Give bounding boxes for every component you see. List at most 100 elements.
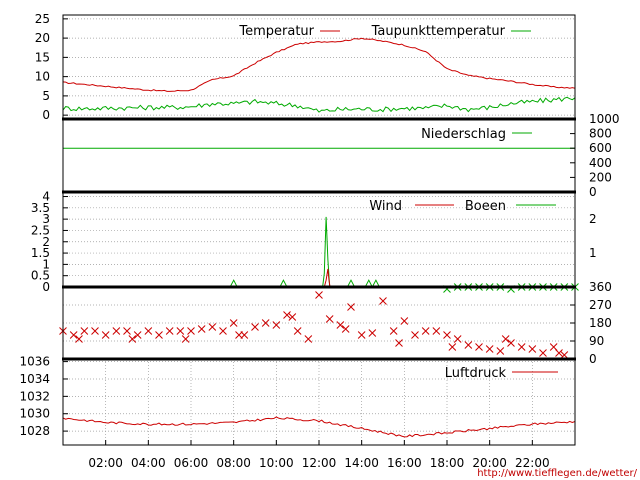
direction-marker bbox=[432, 327, 441, 335]
legend-taupunkt: Taupunkttemperatur bbox=[371, 24, 506, 39]
direction-marker bbox=[229, 319, 238, 327]
direction-marker bbox=[69, 331, 78, 339]
luftdruck-line bbox=[62, 416, 576, 438]
direction-marker bbox=[133, 331, 142, 339]
direction-marker bbox=[501, 335, 510, 343]
x-tick-label: 08:00 bbox=[216, 456, 251, 470]
direction-marker bbox=[251, 323, 259, 331]
precip-ytick-label: 800 bbox=[589, 127, 612, 141]
direction-marker bbox=[379, 297, 387, 305]
direction-ytick-label: 270 bbox=[589, 298, 612, 312]
direction-marker bbox=[507, 339, 515, 347]
direction-marker bbox=[368, 329, 377, 337]
direction-marker bbox=[448, 343, 457, 351]
direction-marker bbox=[357, 331, 366, 339]
x-tick-label: 02:00 bbox=[88, 456, 123, 470]
direction-marker bbox=[485, 345, 494, 353]
x-tick-label: 14:00 bbox=[344, 456, 379, 470]
direction-marker bbox=[304, 335, 313, 343]
direction-marker bbox=[336, 321, 345, 329]
direction-marker bbox=[325, 315, 334, 323]
temperature-ytick-label: 20 bbox=[35, 31, 50, 45]
direction-marker bbox=[496, 347, 505, 355]
direction-marker bbox=[155, 331, 163, 339]
legend-temperatur: Temperatur bbox=[238, 24, 314, 39]
x-tick-label: 10:00 bbox=[259, 456, 294, 470]
direction-marker bbox=[165, 327, 174, 335]
temperature-ytick-label: 15 bbox=[35, 50, 50, 64]
x-tick-label: 18:00 bbox=[430, 456, 465, 470]
wind-ytick-label: 1.5 bbox=[31, 246, 50, 260]
wind-ytick-label: 1 bbox=[42, 257, 50, 271]
direction-marker bbox=[181, 335, 190, 343]
precip-ytick-label: 400 bbox=[589, 156, 612, 170]
direction-marker bbox=[197, 325, 206, 333]
temperature-ytick-label: 5 bbox=[42, 89, 50, 103]
direction-marker bbox=[560, 351, 569, 359]
precip-ytick-label: 600 bbox=[589, 141, 612, 155]
direction-ytick-label: 180 bbox=[589, 316, 612, 330]
wind-y2tick-label: 2 bbox=[589, 212, 597, 226]
pressure-ytick-label: 1028 bbox=[19, 424, 50, 438]
wind-line bbox=[323, 268, 331, 288]
direction-marker bbox=[261, 319, 270, 327]
direction-marker bbox=[219, 327, 227, 335]
wind-ytick-label: 4 bbox=[42, 190, 50, 204]
direction-marker bbox=[528, 345, 537, 353]
direction-marker bbox=[235, 331, 243, 339]
wind-y2tick-label: 1 bbox=[589, 246, 597, 260]
wind-ytick-label: 2 bbox=[42, 235, 50, 249]
direction-marker bbox=[475, 343, 483, 351]
direction-marker bbox=[80, 327, 89, 335]
direction-marker bbox=[341, 325, 350, 333]
source-url: http://www.tiefflegen.de/wetter/ bbox=[477, 468, 637, 479]
x-tick-label: 04:00 bbox=[131, 456, 166, 470]
precip-ytick-label: 0 bbox=[589, 185, 597, 199]
direction-marker bbox=[347, 303, 355, 311]
wind-ytick-label: 0 bbox=[42, 280, 50, 294]
direction-marker bbox=[123, 327, 131, 335]
direction-marker bbox=[443, 331, 451, 339]
direction-marker bbox=[395, 339, 403, 347]
direction-marker bbox=[283, 311, 291, 319]
legend-wind: Wind bbox=[369, 199, 402, 214]
x-tick-label: 16:00 bbox=[387, 456, 422, 470]
wind-ytick-label: 3 bbox=[42, 212, 50, 226]
direction-ytick-label: 0 bbox=[589, 352, 597, 366]
precip-ytick-label: 200 bbox=[589, 170, 612, 184]
direction-marker bbox=[517, 343, 526, 351]
x-tick-label: 06:00 bbox=[174, 456, 209, 470]
temperature-ytick-label: 0 bbox=[42, 108, 50, 122]
wind-ytick-label: 3.5 bbox=[31, 201, 50, 215]
pressure-ytick-label: 1030 bbox=[19, 407, 50, 421]
direction-marker bbox=[208, 323, 217, 331]
direction-marker bbox=[539, 349, 547, 357]
precip-ytick-label: 1000 bbox=[589, 112, 620, 126]
direction-marker bbox=[453, 335, 462, 343]
temperature-ytick-label: 25 bbox=[35, 12, 50, 26]
direction-marker bbox=[176, 327, 185, 335]
direction-ytick-label: 90 bbox=[589, 334, 604, 348]
dewpoint-line bbox=[62, 96, 576, 113]
x-tick-label: 22:00 bbox=[515, 456, 550, 470]
direction-marker bbox=[389, 327, 398, 335]
direction-marker bbox=[411, 331, 419, 339]
direction-marker bbox=[421, 327, 430, 335]
x-tick-label: 20:00 bbox=[472, 456, 507, 470]
x-tick-label: 12:00 bbox=[302, 456, 337, 470]
direction-marker bbox=[272, 321, 281, 329]
direction-marker bbox=[128, 335, 137, 343]
direction-marker bbox=[464, 341, 473, 349]
direction-marker bbox=[555, 349, 563, 357]
pressure-ytick-label: 1036 bbox=[19, 355, 50, 369]
wind-ytick-label: 2.5 bbox=[31, 223, 50, 237]
boeen-line bbox=[229, 216, 383, 289]
direction-marker bbox=[112, 327, 121, 335]
pressure-ytick-label: 1034 bbox=[19, 372, 50, 386]
direction-ytick-label: 360 bbox=[589, 280, 612, 294]
direction-marker bbox=[91, 327, 99, 335]
pressure-ytick-label: 1032 bbox=[19, 389, 50, 403]
legend-luftdruck: Luftdruck bbox=[445, 366, 507, 381]
legend-niederschlag: Niederschlag bbox=[421, 127, 506, 142]
direction-marker bbox=[288, 313, 297, 321]
